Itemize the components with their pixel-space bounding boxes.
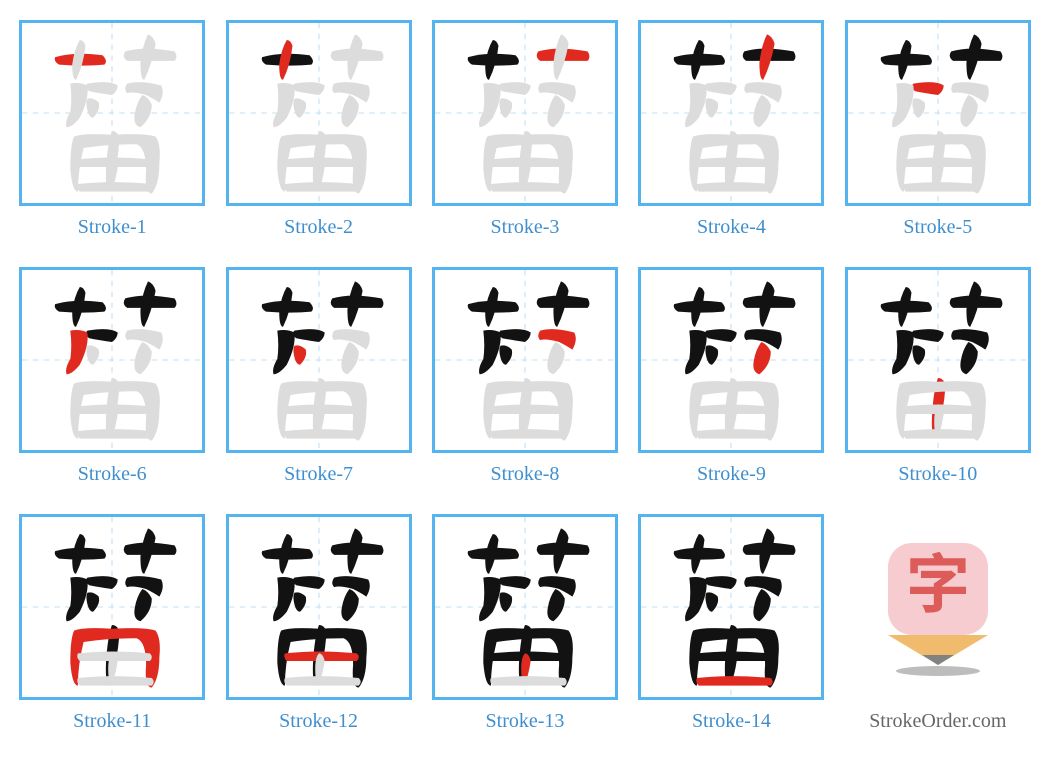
stroke-cell-2: Stroke-2: [224, 20, 412, 239]
stroke-cell-3: Stroke-3: [431, 20, 619, 239]
stroke-label-1: Stroke-1: [78, 216, 147, 239]
stroke-label-8: Stroke-8: [491, 463, 560, 486]
stroke-label-5: Stroke-5: [903, 216, 972, 239]
stroke-cell-6: Stroke-6: [18, 267, 206, 486]
stroke-cell-8: Stroke-8: [431, 267, 619, 486]
char-svg: [848, 270, 1028, 450]
stroke-tile-3: [432, 20, 618, 206]
site-logo-icon: 字: [878, 537, 998, 677]
char-svg: [641, 270, 821, 450]
stroke-label-10: Stroke-10: [898, 463, 977, 486]
stroke-cell-11: Stroke-11: [18, 514, 206, 733]
logo-wrap: 字: [845, 514, 1031, 700]
stroke-tile-8: [432, 267, 618, 453]
stroke-tile-13: [432, 514, 618, 700]
stroke-cell-9: Stroke-9: [637, 267, 825, 486]
stroke-label-6: Stroke-6: [78, 463, 147, 486]
stroke-label-2: Stroke-2: [284, 216, 353, 239]
stroke-label-14: Stroke-14: [692, 710, 771, 733]
char-svg: [22, 270, 202, 450]
stroke-tile-11: [19, 514, 205, 700]
stroke-tile-1: [19, 20, 205, 206]
stroke-tile-2: [226, 20, 412, 206]
stroke-label-13: Stroke-13: [486, 710, 565, 733]
char-svg: [435, 23, 615, 203]
stroke-grid: Stroke-1 Stroke-2 Stroke-3 Stroke-4 Stro…: [18, 20, 1032, 733]
stroke-cell-12: Stroke-12: [224, 514, 412, 733]
stroke-tile-12: [226, 514, 412, 700]
svg-text:字: 字: [906, 537, 970, 626]
char-svg: [22, 517, 202, 697]
stroke-tile-4: [638, 20, 824, 206]
stroke-cell-7: Stroke-7: [224, 267, 412, 486]
char-svg: [229, 517, 409, 697]
char-svg: [641, 23, 821, 203]
stroke-cell-13: Stroke-13: [431, 514, 619, 733]
char-svg: [229, 270, 409, 450]
stroke-label-11: Stroke-11: [73, 710, 151, 733]
stroke-tile-5: [845, 20, 1031, 206]
stroke-label-4: Stroke-4: [697, 216, 766, 239]
stroke-label-12: Stroke-12: [279, 710, 358, 733]
char-svg: [848, 23, 1028, 203]
stroke-cell-14: Stroke-14: [637, 514, 825, 733]
stroke-tile-6: [19, 267, 205, 453]
stroke-tile-9: [638, 267, 824, 453]
stroke-cell-10: Stroke-10: [844, 267, 1032, 486]
char-svg: [229, 23, 409, 203]
stroke-tile-7: [226, 267, 412, 453]
stroke-cell-5: Stroke-5: [844, 20, 1032, 239]
logo-cell: 字 StrokeOrder.com: [844, 514, 1032, 733]
char-svg: [22, 23, 202, 203]
stroke-cell-1: Stroke-1: [18, 20, 206, 239]
char-svg: [435, 270, 615, 450]
char-svg: [435, 517, 615, 697]
stroke-label-7: Stroke-7: [284, 463, 353, 486]
char-svg: [641, 517, 821, 697]
stroke-label-3: Stroke-3: [491, 216, 560, 239]
stroke-cell-4: Stroke-4: [637, 20, 825, 239]
stroke-tile-10: [845, 267, 1031, 453]
stroke-label-9: Stroke-9: [697, 463, 766, 486]
site-label: StrokeOrder.com: [869, 710, 1006, 733]
stroke-tile-14: [638, 514, 824, 700]
